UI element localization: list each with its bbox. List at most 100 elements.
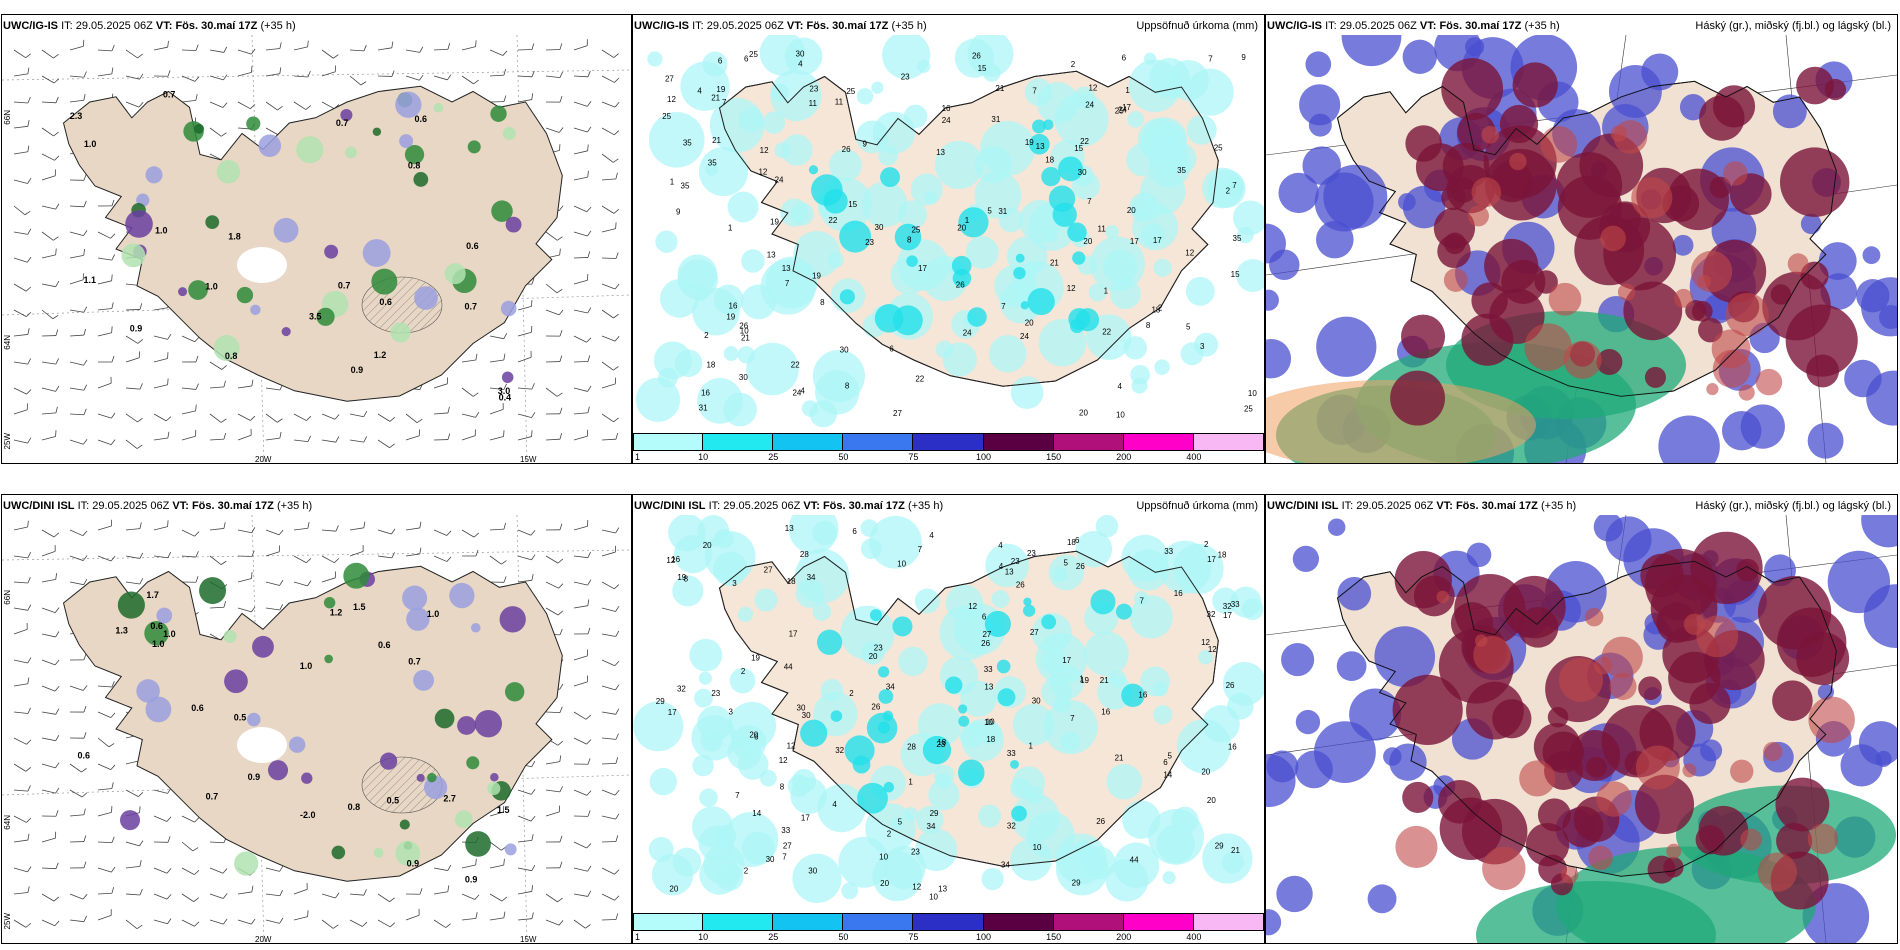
precip-label: 16 [729,301,738,310]
precip-label: 26 [981,639,990,648]
precip-label: 7 [1001,302,1006,311]
precip-label: 26 [956,281,965,290]
precip-shading [635,35,1264,427]
temperature-label: 0.7 [464,302,477,312]
precip-label: 27 [783,842,792,851]
precip-label: 33 [984,665,993,674]
precip-label: 5 [1063,558,1068,567]
precip-label: 2 [741,667,746,676]
precip-label: 18 [787,577,796,586]
precip-label: 21 [1231,846,1240,855]
panel-temperature-row2: UWC/DINI ISL IT: 29.05.2025 06Z VT: Fös.… [1,494,632,944]
precip-label: 31 [699,403,708,412]
temperature-label: 1.0 [84,139,97,149]
precip-label: 27 [1030,628,1039,637]
precip-label: 16 [1138,690,1147,699]
it-value: 29.05.2025 06Z [92,500,170,512]
lead-time: (+35 h) [891,20,927,32]
precip-label: 30 [766,855,775,864]
colorbar-swatch [983,433,1054,451]
precip-label: 12 [1208,645,1217,654]
colorbar-swatch [633,433,704,451]
temperature-label: 0.5 [234,712,247,722]
precip-label: 2 [849,689,854,698]
it-label: IT: [1325,20,1337,32]
precip-label: 22 [791,361,800,370]
precip-label: 33 [1231,600,1240,609]
precip-label: 12 [666,556,675,565]
precip-label: 19 [677,573,686,582]
temperature-label: 0.6 [378,640,391,650]
it-label: IT: [61,20,73,32]
temperature-label: 2.7 [443,794,456,804]
precip-label: 30 [797,703,806,712]
precip-label: 12 [1088,84,1097,93]
precip-label: 3 [1200,342,1205,351]
precip-label: 28 [800,550,809,559]
cloud-title: Háský (gr.), miðský (fj.bl.) og lágský (… [1695,500,1891,512]
lat-label: 25W [3,433,12,450]
precip-label: 23 [901,72,910,81]
temperature-label: 0.4 [499,393,512,403]
precip-label: 7 [722,98,727,107]
precip-label: 31 [991,115,1000,124]
precip-label: 13 [1005,567,1014,576]
it-label: IT: [708,500,721,512]
precipitation-map: 1232120323030272627171820285261618626296… [633,515,1264,904]
precip-label: 25 [1115,107,1124,116]
precip-label: 33 [1007,749,1016,758]
lead-time: (+35 h) [260,20,296,32]
colorbar-tick: 150 [1046,452,1062,462]
precip-label: 15 [1231,270,1240,279]
temperature-label: 0.6 [414,114,427,124]
precip-label: 29 [1072,878,1081,887]
precip-label: 15 [848,200,857,209]
colorbar-swatch [773,913,844,931]
temperature-label: 0.7 [336,118,349,128]
precip-label: 33 [1164,547,1173,556]
precip-label: 6 [744,55,749,64]
temperature-label: 1.8 [228,231,241,241]
precip-label: 4 [999,562,1004,571]
precip-label: 30 [1078,168,1087,177]
precip-label: 23 [809,85,818,94]
lon-label: 20W [255,935,272,944]
precip-label: 13 [938,885,947,894]
precip-label: 20 [749,730,758,739]
precip-label: 6 [889,345,894,354]
precip-label: 17 [668,708,677,717]
temperature-wind-map: 1.8 0.7 0.6 1.0 2.3 0.7 0.9 1.2 1.0 3.5 0.7 0.8 0.6 0… [2,35,631,463]
temperature-label: 0.9 [407,859,420,869]
temperature-label: 0.6 [78,750,91,760]
precip-label: 13 [984,683,993,692]
vt-value: Fös. 30.maí 17Z [1439,20,1522,32]
precip-label: 2 [744,866,749,875]
precip-label: 8 [684,575,689,584]
precip-label: 28 [907,742,916,751]
vt-value: Fös. 30.maí 17Z [191,500,274,512]
precip-label: 7 [1232,181,1237,190]
precip-label: 8 [1146,321,1151,330]
precip-label: 6 [718,56,723,65]
precip-label: 2 [1071,60,1076,69]
temperature-label: 0.6 [150,621,163,631]
precip-label: 30 [808,867,817,876]
temperature-label: 0.7 [206,792,219,802]
precip-colorbar: 1 10 25 50 75 100 150 200 400 [633,433,1264,463]
temperature-label: 1.1 [84,275,97,285]
precip-label: 11 [1097,224,1106,233]
precip-label: 18 [937,738,946,747]
precip-label: 20 [1207,796,1216,805]
precip-label: 4 [929,531,934,540]
precip-label: 7 [1032,86,1037,95]
lat-label: 25W [3,913,12,930]
iceland-landmass [62,85,563,402]
precip-label: 44 [1130,856,1139,865]
it-label: IT: [1341,500,1354,512]
precip-label: 24 [1085,100,1094,109]
vt-label: VT: [172,500,189,512]
precip-label: 7 [1070,714,1075,723]
cloud-cover-map [1266,515,1897,943]
precip-label: 29 [930,809,939,818]
temperature-label: 1.0 [155,226,168,236]
